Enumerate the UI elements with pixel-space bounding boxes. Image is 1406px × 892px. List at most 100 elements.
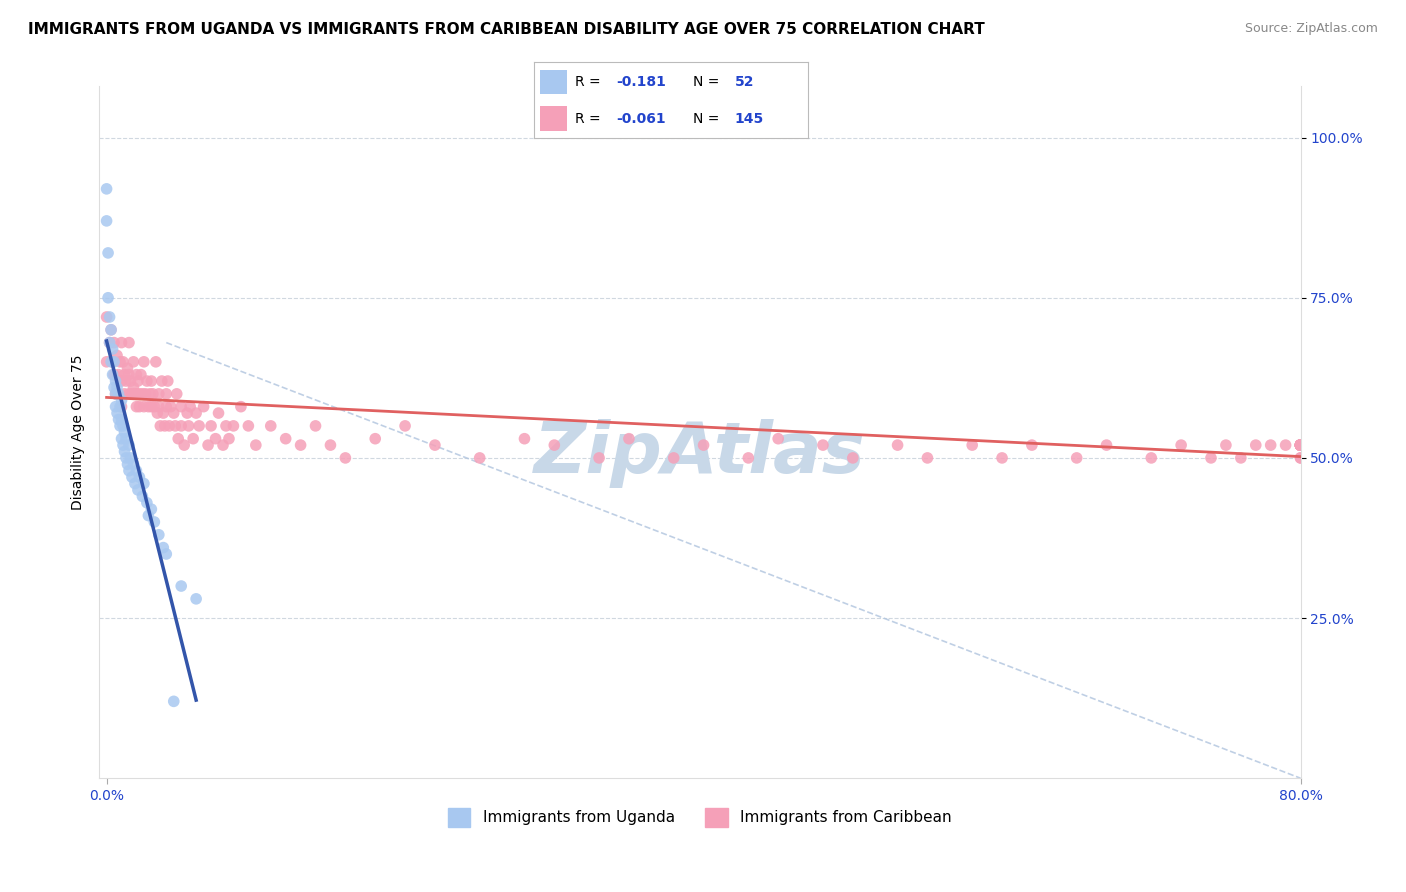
Point [107,368,129,382]
Point [513,432,536,446]
Point [1289,438,1312,452]
Point [1140,450,1163,465]
Text: N =: N = [693,75,724,89]
FancyBboxPatch shape [540,70,567,95]
Point [118,335,141,350]
Text: R =: R = [575,75,606,89]
Point [96,310,118,324]
Point [141,400,163,414]
Point [104,374,127,388]
Point [163,694,186,708]
Point [238,418,260,433]
Point [103,380,125,394]
Point [128,400,150,414]
Point [991,450,1014,465]
Point [1289,438,1312,452]
Point [193,400,215,414]
Point [101,342,124,356]
Point [1289,438,1312,452]
Point [138,400,160,414]
Point [107,387,129,401]
Point [245,438,267,452]
Point [142,387,165,401]
Point [155,400,177,414]
Text: R =: R = [575,112,606,126]
Point [122,458,145,472]
Point [100,323,122,337]
Point [104,387,127,401]
Point [737,450,759,465]
Point [1289,450,1312,465]
Point [148,528,170,542]
Text: N =: N = [693,112,724,126]
Point [105,380,128,394]
Point [1289,438,1312,452]
Text: -0.061: -0.061 [616,112,666,126]
Point [118,368,141,382]
Point [543,438,565,452]
Point [1260,438,1282,452]
Point [141,374,163,388]
Point [157,418,180,433]
Point [121,387,143,401]
Point [468,450,491,465]
Point [131,387,153,401]
Point [125,368,148,382]
Point [1289,438,1312,452]
Point [842,450,865,465]
Point [97,246,120,260]
Point [1199,450,1222,465]
Point [319,438,342,452]
Point [170,400,193,414]
Point [1289,438,1312,452]
Point [177,418,200,433]
Point [960,438,983,452]
Point [111,438,134,452]
Point [212,438,235,452]
Point [1289,438,1312,452]
Point [917,450,939,465]
Point [811,438,834,452]
Point [110,400,132,414]
Point [1244,438,1267,452]
Point [138,508,160,523]
Point [110,393,132,408]
Point [200,418,222,433]
Point [886,438,908,452]
Point [110,412,132,426]
Point [111,355,134,369]
Point [181,432,204,446]
Point [146,406,169,420]
Point [145,355,167,369]
Point [108,355,131,369]
Point [96,214,118,228]
Point [132,400,155,414]
Point [290,438,312,452]
Point [127,483,149,497]
Point [215,418,238,433]
Point [104,387,127,401]
Point [1289,438,1312,452]
Point [124,387,146,401]
Point [662,450,685,465]
Point [166,387,188,401]
Point [1021,438,1043,452]
Point [207,406,229,420]
Point [274,432,297,446]
Point [125,400,148,414]
Point [173,438,195,452]
Point [159,400,181,414]
Point [156,374,179,388]
Point [127,374,149,388]
Point [218,432,240,446]
Point [131,489,153,503]
Point [1066,450,1088,465]
Point [100,323,122,337]
Text: 145: 145 [734,112,763,126]
Point [423,438,446,452]
Point [165,418,187,433]
Point [179,400,201,414]
Point [125,387,148,401]
Point [105,406,128,420]
Point [1230,450,1253,465]
